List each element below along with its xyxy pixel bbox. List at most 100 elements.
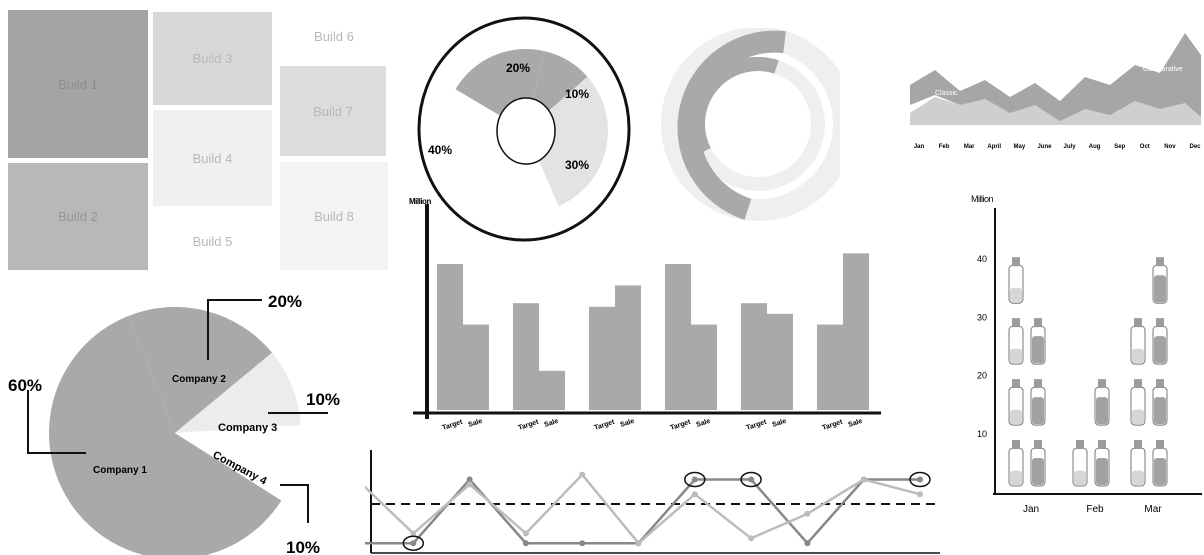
line-point [691,491,698,498]
area-tick-label: Feb [939,144,950,150]
bottle-cap [1076,440,1084,449]
pie-percent-label: 10% [286,538,320,555]
picto-tick-label: 30 [977,312,987,322]
treemap-tile: Build 3 [153,12,272,105]
highlight-circle [402,535,425,551]
area-annotation: Classic [935,90,958,97]
bottle-fill [1154,336,1166,364]
bottle-fill [1010,470,1022,485]
treemap-label: Build 8 [314,208,354,224]
bar [463,324,489,410]
picto-ylabel: Million [971,194,994,204]
bottle-cap [1134,379,1142,389]
pie-slice [128,307,273,433]
line-point [804,510,811,517]
line-chart [365,450,940,554]
line-point [860,476,867,483]
pie-percent-label: 20% [268,292,302,311]
line-point [748,535,755,542]
bar-ylabel: Million [409,197,431,206]
treemap-tile: Build 5 [153,212,272,270]
highlight-circle [684,471,706,488]
bottle-fill [1032,336,1044,364]
bar [691,324,717,410]
bottle-fill [1010,409,1022,425]
bottle-cap [1098,440,1106,449]
callout-line [27,390,86,454]
bar-tick-label: Sale [543,418,559,429]
treemap-tile: Build 7 [280,66,386,156]
area-tick-label: Nov [1164,144,1176,150]
bottle-fill [1096,458,1108,485]
treemap-label: Build 4 [192,150,233,166]
treemap-label: Build 5 [192,233,233,249]
donut-label: 30% [565,158,589,172]
bar [589,306,615,410]
bar [767,313,793,410]
line-point [804,540,811,547]
line-point [466,481,473,488]
bottle-cap [1134,318,1142,328]
pie-slice [175,425,301,501]
treemap-tile: Build 4 [153,110,272,206]
line-point [579,540,586,547]
pie-percent-label: 10% [306,390,340,409]
donut-label: 20% [506,61,530,75]
line-point [522,540,529,547]
line-point [410,530,417,537]
bottle-cap [1156,257,1164,267]
bar [539,370,565,410]
area-tick-label: July [1064,144,1077,150]
pictograph-chart: Million 10 20 30 40 Jan Feb Mar [971,194,1202,515]
donut-slice [444,89,559,213]
picto-category-label: Jan [1023,504,1039,515]
treemap-tile: Build 6 [280,12,388,60]
line-point [579,471,586,478]
donut-slice [526,76,608,207]
treemap-tile: Build 2 [8,163,148,270]
bar [665,264,691,410]
line-point [691,476,698,483]
picto-tick-label: 10 [977,429,987,439]
bottle-fill [1154,397,1166,425]
bar [615,285,641,410]
pie-slice-name: Company 3 [218,422,277,434]
bar-tick-label: Sale [619,418,635,429]
bar-tick-label: Target [593,419,616,432]
area-tick-label: Mar [964,144,975,150]
bar-tick-label: Sale [847,418,863,429]
area-tick-label: Dec [1189,144,1201,150]
area-annotation: Comparative [1143,66,1183,73]
donut-hole [496,97,556,165]
picto-tick-label: 20 [977,371,987,381]
bar-tick-label: Target [669,419,692,432]
area-tick-label: Oct [1140,144,1150,150]
bar-tick-label: Sale [771,418,787,429]
donut-chart: 20% 10% 30% 40% [417,16,631,242]
bottle-fill [1010,287,1022,303]
pie-slice-name: Company 1 [93,465,147,476]
bar [741,303,767,410]
bar [437,264,463,410]
line-point [917,476,923,483]
bottle-fill [1032,397,1044,425]
area-series-dark [910,33,1201,121]
bottle-cap [1098,379,1106,389]
line-series [365,477,920,546]
line-point [410,540,417,547]
treemap-label: Build 3 [192,51,233,66]
treemap-label: Build 7 [313,103,353,119]
bottle-fill [1074,470,1086,485]
line-point [917,491,923,498]
bar [843,253,869,410]
callout-line [280,484,309,523]
treemap-tile: Build 1 [8,10,148,158]
picto-category-label: Feb [1086,504,1104,515]
bar-tick-label: Sale [467,418,483,429]
pie-slice [49,315,282,555]
bottle-fill [1154,458,1166,485]
bottle-fill [1132,470,1144,485]
picto-tick-label: 40 [977,254,987,264]
callout-line [207,299,262,360]
bottle-fill [1132,409,1144,425]
